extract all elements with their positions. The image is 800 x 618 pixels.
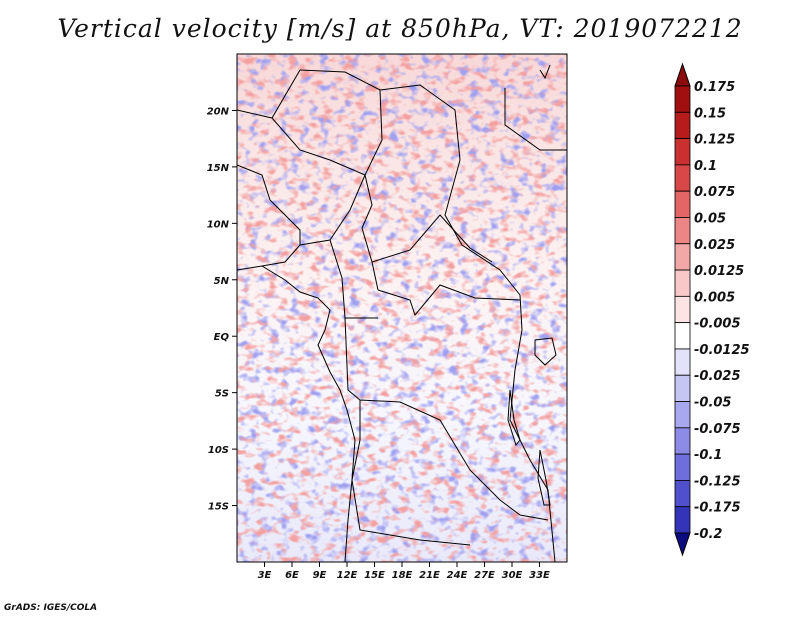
lon-tick-label: 9E [313, 570, 327, 581]
colorbar-level-label: -0.005 [694, 317, 741, 332]
lat-tick-label: 10N [207, 219, 230, 230]
border-drc [344, 317, 549, 521]
grads-credit: GrADS: IGES/COLA [4, 603, 98, 613]
longitude-axis: 3E 6E 9E 12E 15E 18E 21E 24E 27E 30E 33E [258, 562, 550, 581]
border-nw [271, 117, 366, 176]
lat-tick-label: 15S [208, 502, 229, 513]
lat-tick-label: 5S [215, 389, 229, 400]
colorbar-level-label: 0.0125 [694, 264, 744, 279]
colorbar: 0.175 0.15 0.125 0.1 0.075 0.05 0.025 0.0125 0.0… [674, 62, 750, 557]
colorbar-level-label: -0.075 [694, 422, 741, 437]
coastline-west [237, 265, 356, 562]
lat-tick-label: 15N [207, 163, 230, 174]
colorbar-level-label: -0.2 [694, 527, 722, 542]
colorbar-level-label: 0.175 [694, 80, 735, 95]
lat-tick-label: 10S [208, 445, 229, 456]
border-ne [504, 88, 567, 151]
lon-tick-label: 3E [258, 570, 272, 581]
colorbar-segment [674, 269, 691, 297]
lon-tick-label: 18E [392, 570, 413, 581]
lon-tick-label: 33E [529, 570, 550, 581]
colorbar-segment [674, 427, 691, 455]
colorbar-segment [674, 164, 691, 192]
border-cameroon [329, 239, 378, 319]
lake-victoria [534, 337, 557, 366]
colorbar-segment [674, 217, 691, 245]
lon-tick-label: 15E [364, 570, 385, 581]
colorbar-level-label: 0.125 [694, 133, 735, 148]
colorbar-segment [674, 348, 691, 376]
colorbar-segment [674, 480, 691, 508]
colorbar-segment [674, 322, 691, 350]
colorbar-level-label: -0.0125 [694, 343, 750, 358]
colorbar-level-label: 0.025 [694, 238, 735, 253]
colorbar-level-label: 0.075 [694, 185, 735, 200]
colorbar-segment [674, 138, 691, 166]
velocity-field-ascent [237, 54, 567, 562]
colorbar-segment [674, 453, 691, 481]
coastline-horn [539, 64, 551, 80]
lat-tick-label: 5N [214, 276, 230, 287]
border-nigeria [299, 174, 366, 246]
lon-tick-label: 6E [285, 570, 299, 581]
colorbar-segment [674, 401, 691, 429]
colorbar-segment [674, 295, 691, 324]
colorbar-level-label: -0.125 [694, 474, 741, 489]
map-panel [237, 54, 567, 562]
lake-malawi [537, 449, 551, 506]
lon-tick-label: 12E [337, 570, 358, 581]
lon-tick-label: 27E [474, 570, 495, 581]
colorbar-segment [674, 111, 691, 139]
colorbar-level-label: -0.1 [694, 448, 722, 463]
border-north [299, 69, 461, 161]
map-title: Vertical velocity [m/s] at 850hPa, VT: 2… [57, 14, 743, 43]
lake-tanganyika [507, 389, 521, 447]
colorbar-segment [674, 85, 691, 113]
border-central [377, 284, 521, 317]
lon-tick-label: 30E [502, 570, 523, 581]
lon-tick-label: 24E [447, 570, 468, 581]
colorbar-segment [674, 190, 691, 218]
colorbar-segment [674, 506, 691, 534]
border-car [371, 214, 493, 263]
colorbar-level-label: -0.175 [694, 501, 741, 516]
border-sudan [444, 159, 521, 296]
colorbar-top-arrow [674, 62, 691, 87]
border-west-africa [237, 164, 301, 267]
colorbar-level-label: -0.025 [694, 369, 741, 384]
latitude-axis: 20N 15N 10N 5N EQ 5S 10S 15S [207, 106, 237, 513]
colorbar-segment [674, 374, 691, 402]
colorbar-level-label: 0.15 [694, 106, 726, 121]
colorbar-level-label: -0.05 [694, 396, 731, 411]
colorbar-level-label: 0.005 [694, 290, 735, 305]
colorbar-segment [674, 243, 691, 271]
border-angola [351, 400, 471, 546]
lat-tick-label: 20N [207, 106, 230, 117]
lon-tick-label: 21E [419, 570, 440, 581]
colorbar-bottom-arrow [674, 532, 691, 557]
colorbar-level-label: 0.1 [694, 159, 717, 174]
country-borders [237, 64, 567, 562]
colorbar-level-label: 0.05 [694, 211, 726, 226]
lat-tick-label: EQ [214, 332, 230, 343]
